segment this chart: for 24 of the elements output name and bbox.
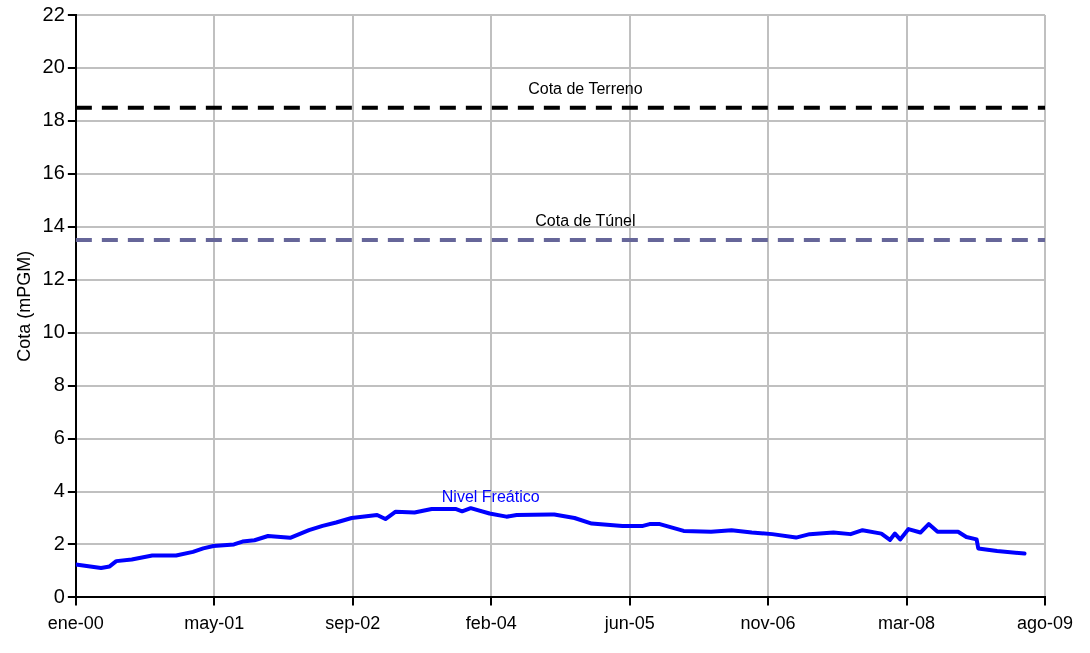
x-tick-label: nov-06 (740, 613, 796, 634)
y-tick-label: 2 (53, 531, 65, 554)
series-label: Nivel Freático (441, 487, 540, 505)
ref-line-label: Cota de Terreno (528, 80, 643, 98)
y-tick-label: 16 (42, 161, 65, 184)
x-tick-label: ago-09 (1016, 613, 1074, 634)
x-tick-label: ene-00 (47, 613, 104, 634)
y-tick-label: 12 (42, 267, 65, 290)
x-tick-label: mar-08 (878, 613, 936, 634)
y-tick-label: 4 (53, 479, 65, 502)
ref-line-label: Cota de Túnel (535, 212, 636, 230)
y-tick-label: 22 (42, 2, 65, 25)
x-tick-label: jun-05 (603, 613, 655, 634)
y-tick-label: 10 (42, 320, 65, 343)
x-tick-label: sep-02 (325, 613, 381, 634)
x-tick-label: may-01 (184, 613, 245, 634)
y-tick-label: 6 (53, 426, 65, 449)
x-tick-label: feb-04 (465, 613, 517, 634)
y-tick-label: 0 (53, 584, 65, 607)
y-tick-label: 18 (42, 108, 65, 131)
y-tick-label: 20 (42, 55, 65, 78)
y-axis-title: Cota (mPGM) (13, 250, 34, 362)
y-tick-label: 8 (53, 373, 65, 396)
y-tick-label: 14 (42, 214, 65, 237)
